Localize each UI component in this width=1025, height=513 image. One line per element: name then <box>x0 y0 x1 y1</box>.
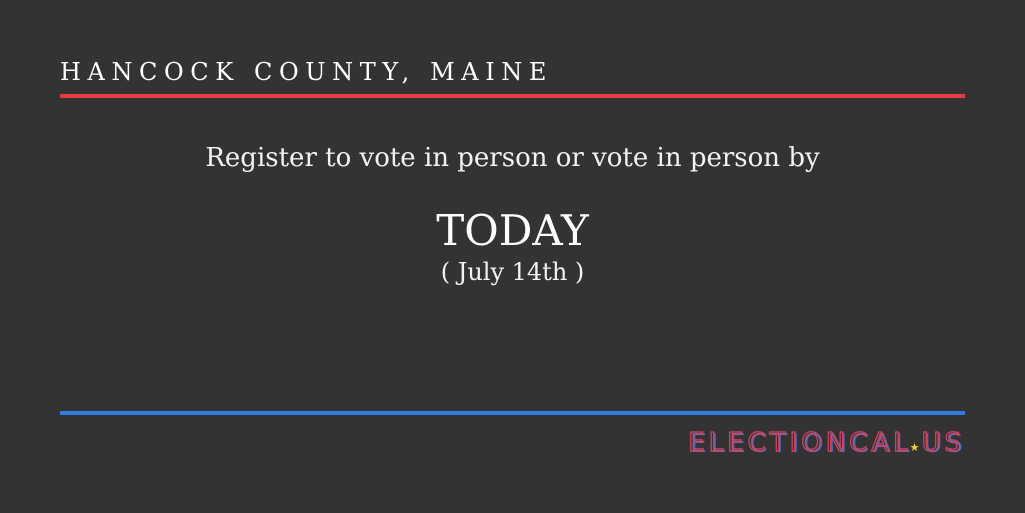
deadline-date-label: TODAY <box>436 206 589 255</box>
brand-logo: ELECTIONCAL ★ US <box>688 427 965 458</box>
star-icon: ★ <box>909 441 920 454</box>
deadline-description: Register to vote in person or vote in pe… <box>205 143 820 173</box>
top-divider <box>60 94 965 98</box>
deadline-date-detail: ( July 14th ) <box>440 258 585 286</box>
county-title: HANCOCK COUNTY, MAINE <box>60 58 554 86</box>
bottom-divider <box>60 411 965 415</box>
brand-name: ELECTIONCAL <box>688 427 912 458</box>
brand-tld: US <box>921 427 965 458</box>
